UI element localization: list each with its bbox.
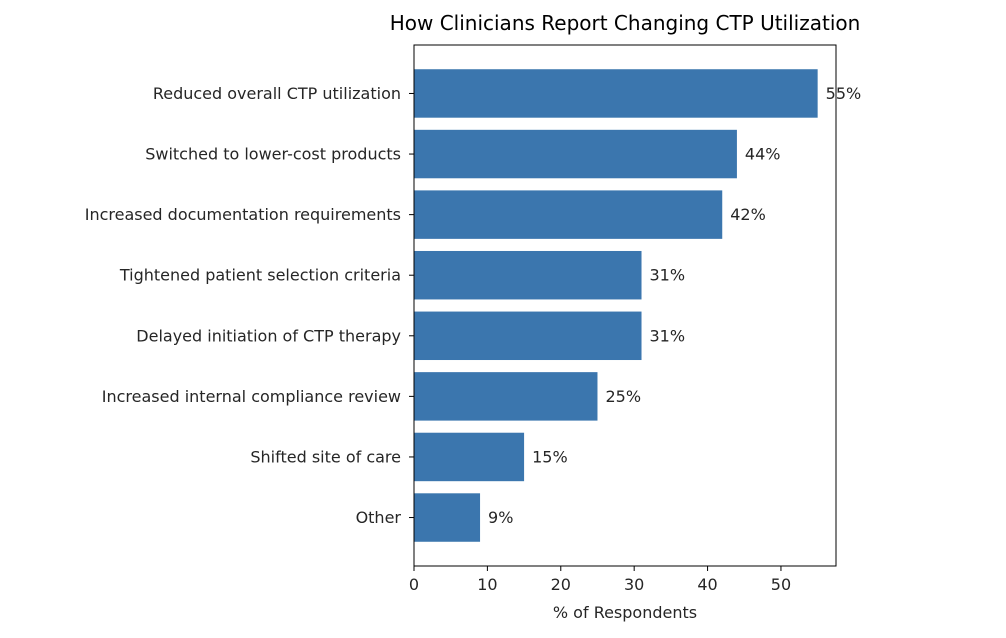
category-label: Other: [356, 508, 402, 527]
bar-1: [414, 69, 818, 118]
bar-value-label: 25%: [605, 387, 641, 406]
category-label: Tightened patient selection criteria: [119, 266, 401, 285]
x-tick-label: 20: [551, 575, 571, 594]
x-tick-label: 40: [697, 575, 717, 594]
bar-value-label: 55%: [826, 84, 862, 103]
x-axis-title: % of Respondents: [553, 603, 697, 622]
category-label: Delayed initiation of CTP therapy: [136, 326, 401, 345]
chart-title: How Clinicians Report Changing CTP Utili…: [390, 11, 861, 35]
x-tick-label: 50: [771, 575, 791, 594]
bar-3: [414, 190, 723, 239]
bar-value-label: 31%: [650, 266, 686, 285]
category-label: Reduced overall CTP utilization: [153, 84, 401, 103]
category-label: Increased documentation requirements: [85, 205, 401, 224]
x-tick-label: 0: [409, 575, 419, 594]
x-ticks-group: 0 10 20 30 40 50: [409, 566, 791, 594]
bar-6: [414, 372, 598, 421]
bar-4: [414, 250, 642, 300]
bar-value-label: 44%: [745, 145, 781, 164]
plot-frame: [413, 44, 837, 567]
bar-2: [414, 129, 737, 179]
bar-value-label: 15%: [532, 447, 568, 466]
bar-value-label: 9%: [488, 508, 513, 527]
x-tick-label: 30: [624, 575, 644, 594]
bar-labels-group: 55% 44% 42% 31% 31% 25% 15% 9%: [488, 84, 861, 527]
bar-7: [414, 432, 525, 482]
bars-group: [414, 69, 818, 542]
bar-value-label: 31%: [650, 326, 686, 345]
category-label: Switched to lower-cost products: [145, 145, 401, 164]
bar-5: [414, 311, 642, 361]
x-tick-label: 10: [477, 575, 497, 594]
bar-8: [414, 493, 481, 542]
category-labels-group: Reduced overall CTP utilization Switched …: [85, 84, 414, 527]
category-label: Shifted site of care: [250, 447, 401, 466]
category-label: Increased internal compliance review: [102, 387, 401, 406]
bar-value-label: 42%: [730, 205, 766, 224]
